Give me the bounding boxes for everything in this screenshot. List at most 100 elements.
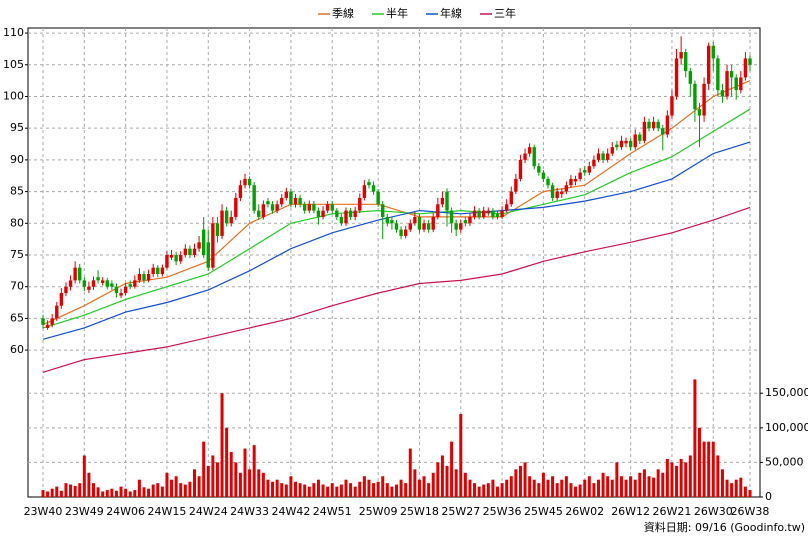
volume-bar: [87, 472, 91, 497]
volume-bar: [64, 483, 68, 497]
volume-bar: [312, 483, 316, 497]
x-tick-label: 24W42: [271, 505, 310, 518]
candle-body: [518, 159, 523, 179]
candle-body: [188, 248, 192, 255]
candle-body: [215, 223, 220, 236]
volume-bar: [698, 427, 701, 497]
volume-bar: [147, 488, 151, 497]
volume-bar: [583, 479, 587, 497]
candle-body: [693, 83, 697, 110]
volume-bar: [597, 479, 600, 497]
candle-body: [133, 280, 137, 287]
candle-body: [670, 96, 674, 116]
candle-body: [321, 210, 325, 217]
candle-body: [748, 58, 752, 65]
candle-body: [197, 242, 201, 249]
volume-bar: [133, 490, 137, 497]
volume-bar: [661, 472, 665, 497]
volume-bar: [151, 484, 155, 497]
volume-bar: [468, 479, 472, 497]
volume-bar: [289, 476, 293, 497]
candle-body: [243, 178, 247, 186]
candle-body: [417, 216, 422, 230]
legend-label: 半年: [386, 6, 408, 20]
volume-bar: [693, 379, 697, 497]
candle-body: [105, 280, 109, 287]
candle-body: [307, 204, 311, 211]
candle-body: [436, 204, 440, 217]
volume-bar: [78, 483, 82, 497]
volume-bar: [160, 486, 164, 497]
volume-bar: [358, 481, 362, 497]
volume-bar: [734, 479, 738, 497]
candle-body: [468, 216, 472, 224]
candle-body: [725, 71, 729, 97]
candle-body: [293, 197, 298, 205]
candle-body: [394, 223, 399, 230]
candle-body: [289, 191, 293, 205]
candle-body: [711, 45, 715, 59]
candle-body: [578, 172, 582, 179]
x-tick-label: 25W18: [400, 505, 439, 518]
candle-body: [146, 274, 151, 281]
candle-body: [55, 305, 59, 319]
volume-bar: [137, 479, 141, 497]
candle-body: [674, 58, 679, 97]
volume-bar: [114, 490, 118, 497]
volume-bar: [376, 481, 380, 497]
x-tick-label: 24W24: [189, 505, 228, 518]
candle-body: [463, 220, 468, 224]
candle-body: [156, 267, 160, 275]
volume-bar: [629, 476, 633, 497]
volume-bar: [463, 472, 467, 497]
x-tick-label: 26W30: [694, 505, 733, 518]
volume-bar: [711, 441, 715, 497]
candle-body: [628, 140, 633, 148]
volume-bar: [234, 462, 238, 497]
volume-bar: [248, 469, 252, 497]
candle-body: [610, 147, 614, 154]
volume-bar: [574, 486, 578, 497]
volume-bar: [450, 441, 454, 497]
candle-body: [169, 254, 174, 258]
x-tick-label: 24W15: [148, 505, 187, 518]
volume-bar: [436, 462, 440, 497]
candle-body: [381, 204, 385, 217]
y-tick-label: 100: [3, 89, 24, 102]
candle-body: [550, 185, 555, 198]
candle-body: [179, 254, 183, 262]
y2-tick-label: 100,000: [765, 421, 808, 434]
volume-bar: [202, 441, 206, 497]
volume-bar: [560, 479, 564, 497]
legend-label: 年線: [440, 6, 462, 20]
candle-body: [413, 216, 417, 224]
x-tick-label: 23W40: [24, 505, 63, 518]
candle-body: [160, 267, 165, 275]
candle-body: [312, 204, 316, 211]
volume-bar: [193, 469, 196, 497]
candle-body: [743, 58, 748, 78]
candle-body: [247, 178, 252, 186]
volume-bar: [188, 481, 192, 497]
candle-body: [555, 191, 559, 198]
volume-bar: [46, 491, 50, 497]
volume-bar: [367, 479, 371, 497]
volume-bar: [307, 486, 311, 497]
volume-bar: [633, 479, 637, 497]
x-tick-label: 24W06: [106, 505, 145, 518]
candle-body: [284, 191, 289, 198]
candle-body: [523, 153, 527, 160]
ma-line: [42, 80, 751, 326]
x-tick-label: 26W38: [731, 505, 770, 518]
volume-bar: [110, 488, 114, 497]
candle-body: [449, 210, 454, 224]
volume-bar: [642, 469, 646, 497]
volume-bar: [73, 485, 77, 497]
volume-bar: [748, 490, 752, 497]
volume-bar: [601, 472, 605, 497]
candle-body: [734, 77, 738, 91]
candle-body: [560, 191, 564, 195]
y-tick-label: 95: [10, 121, 24, 134]
volume-bar: [615, 462, 619, 497]
